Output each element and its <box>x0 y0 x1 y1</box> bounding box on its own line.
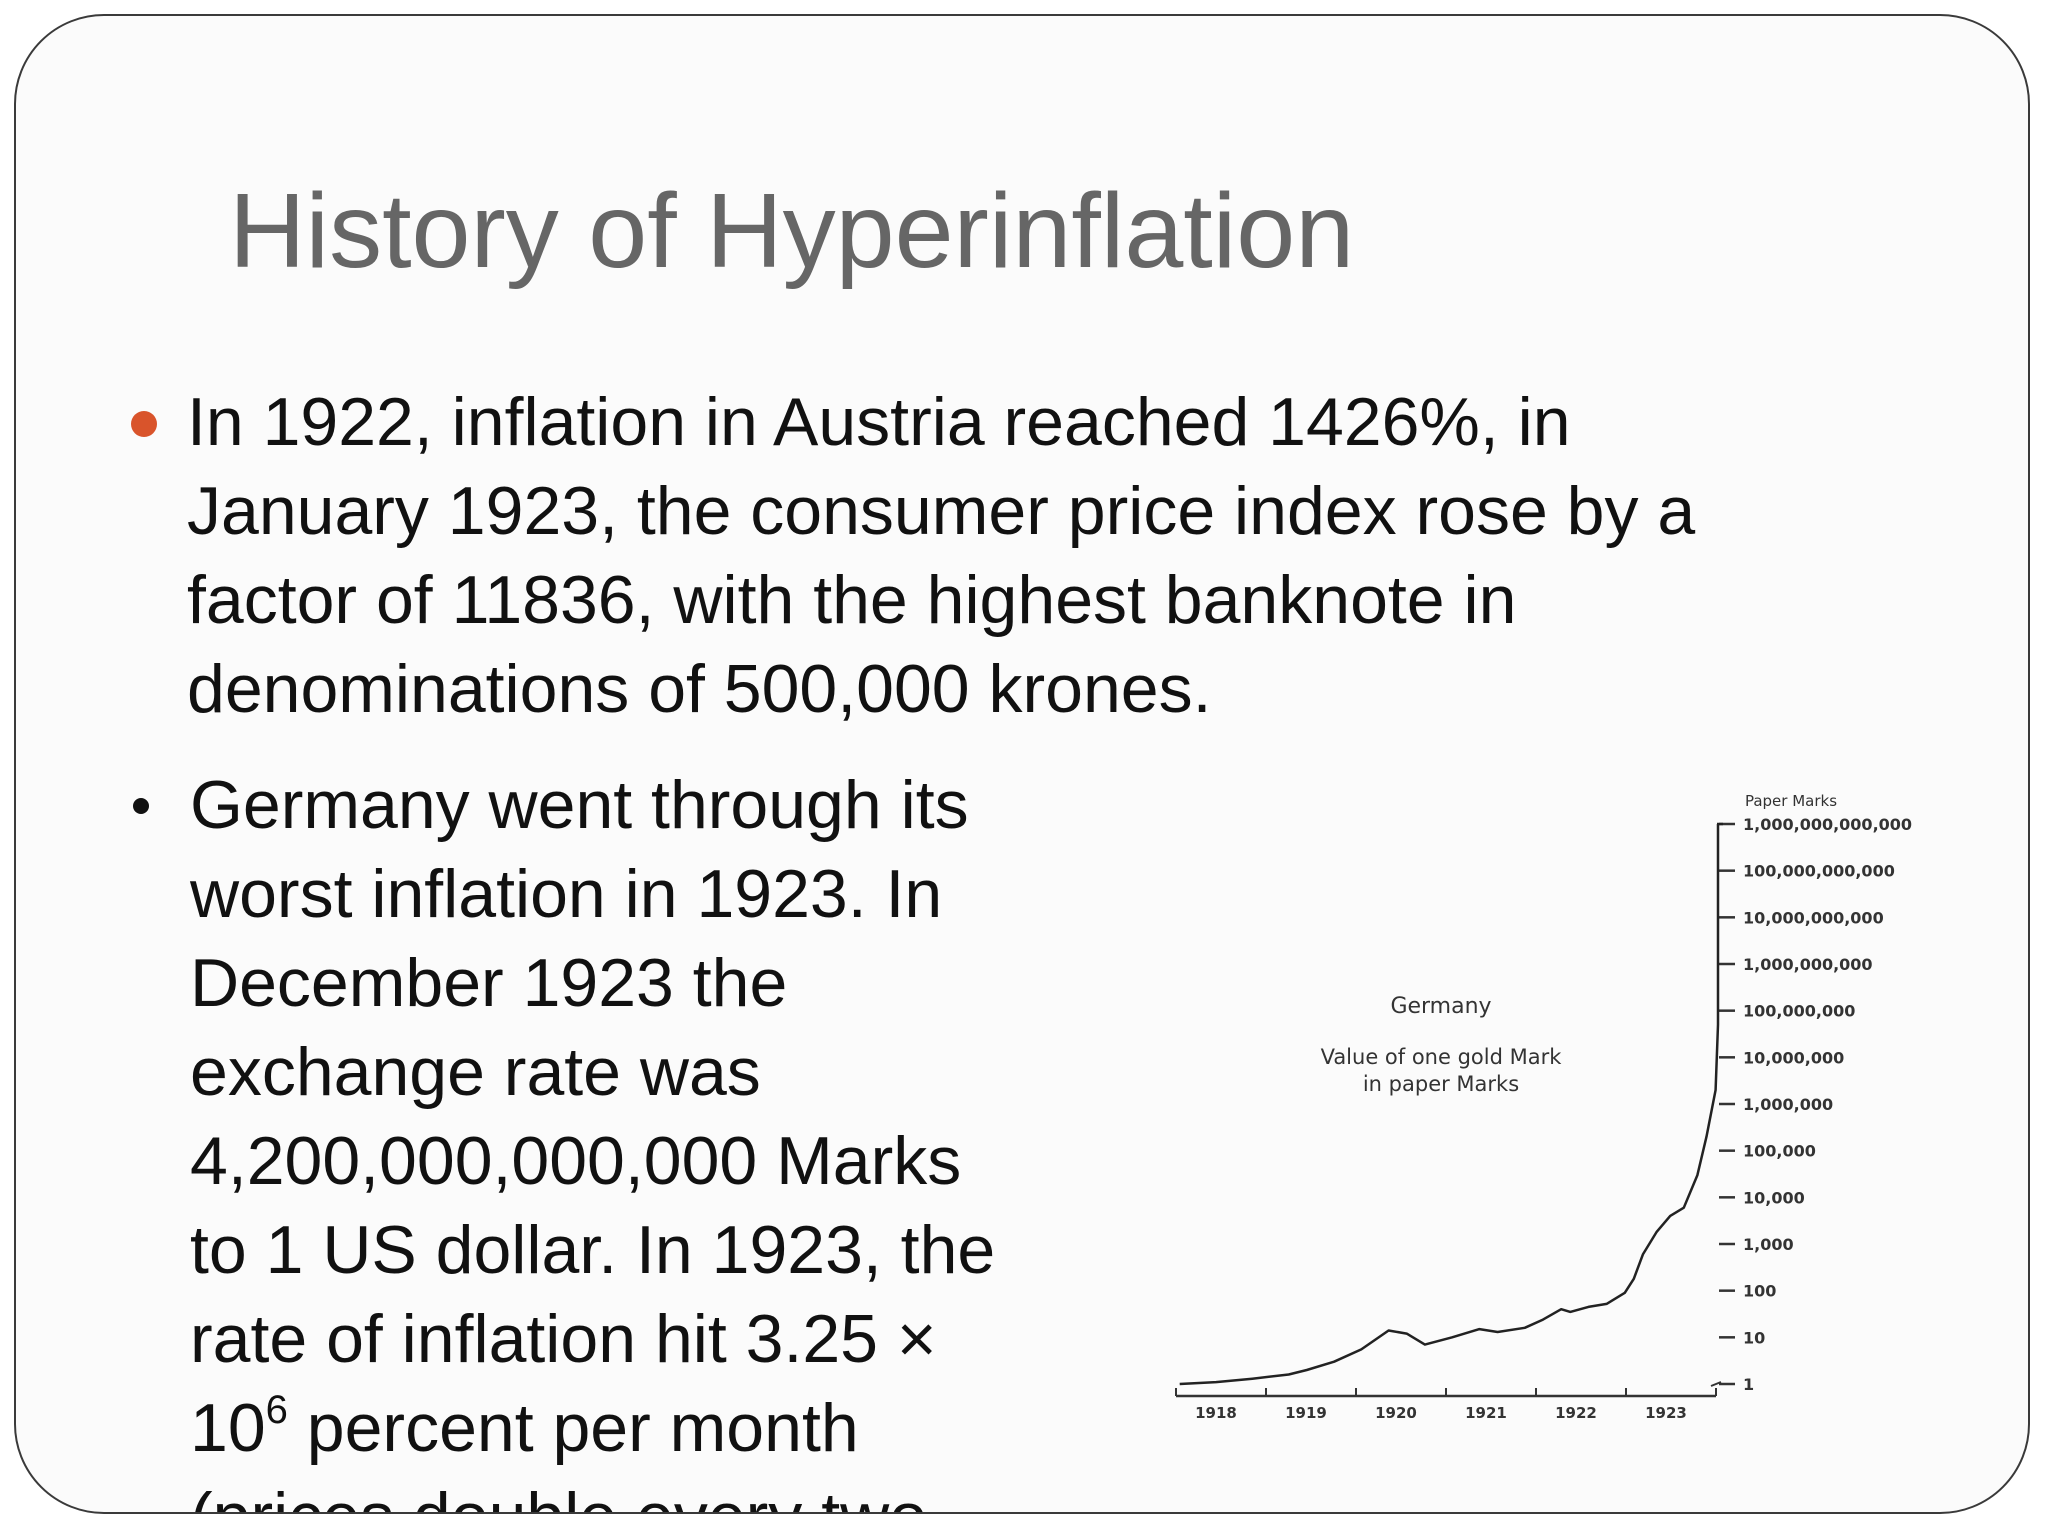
bullet-line: worst inflation in 1923. In <box>190 856 943 932</box>
bullet-line: 4,200,000,000,000 Marks <box>190 1123 962 1199</box>
bullet-line: In 1922, inflation in Austria reached 14… <box>187 384 1571 460</box>
bullet-austria: In 1922, inflation in Austria reached 14… <box>187 378 1887 734</box>
y-tick-label: 1,000 <box>1743 1235 1794 1254</box>
bullet-line: Germany went through its <box>190 767 969 843</box>
bullet-germany: Germany went through its worst inflation… <box>190 761 1110 1512</box>
y-tick-label: 1,000,000 <box>1743 1095 1833 1114</box>
x-tick-label: 1919 <box>1285 1404 1327 1422</box>
bullet-line-exponent: 106 percent per month <box>190 1384 1110 1473</box>
y-tick-label: 100,000,000 <box>1743 1002 1855 1021</box>
bullet-line: denominations of 500,000 krones. <box>187 651 1212 727</box>
bullet-line: January 1923, the consumer price index r… <box>187 473 1696 549</box>
y-tick-label: 10,000,000,000 <box>1743 908 1884 927</box>
bullet-line: to 1 US dollar. In 1923, the <box>190 1212 996 1288</box>
exp-rest: percent per month <box>287 1390 859 1466</box>
y-tick-label: 10,000 <box>1743 1188 1805 1207</box>
y-tick-label: 10,000,000 <box>1743 1048 1844 1067</box>
y-tick-label: 100,000,000,000 <box>1743 862 1895 881</box>
inflation-chart: Germany Value of one gold Mark in paper Ma… <box>1175 792 1912 1422</box>
bullet-line: exchange rate was <box>190 1034 761 1110</box>
exp-power: 6 <box>265 1388 288 1432</box>
series-line <box>1179 824 1720 1386</box>
y-tick-label: 100 <box>1743 1282 1776 1301</box>
chart-subtitle-line1: Value of one gold Mark <box>1321 1045 1563 1069</box>
bullet-dot-icon <box>131 411 157 437</box>
bullet-line: (prices double every two <box>190 1473 1110 1512</box>
y-tick-label: 100,000 <box>1743 1142 1816 1161</box>
y-tick-label: 1,000,000,000 <box>1743 955 1873 974</box>
slide: History of Hyperinflation In 1922, infla… <box>14 14 2030 1514</box>
chart-title: Germany <box>1390 994 1491 1019</box>
y-tick-label: 10 <box>1743 1328 1765 1347</box>
x-tick-label: 1921 <box>1465 1404 1507 1422</box>
x-tick-label: 1922 <box>1555 1404 1597 1422</box>
y-tick-label: 1,000,000,000,000 <box>1743 815 1912 834</box>
slide-title: History of Hyperinflation <box>229 172 1355 290</box>
x-tick-label: 1920 <box>1375 1404 1417 1422</box>
y-axis-label: Paper Marks <box>1745 792 1837 810</box>
axis-corner <box>1710 1381 1722 1387</box>
bullet-line: rate of inflation hit 3.25 × <box>190 1301 937 1377</box>
bullet-dot-icon <box>133 798 149 814</box>
x-tick-label: 1923 <box>1645 1404 1687 1422</box>
chart-subtitle-line2: in paper Marks <box>1363 1072 1519 1096</box>
bullet-line: factor of 11836, with the highest bankno… <box>187 562 1517 638</box>
y-tick-label: 1 <box>1743 1375 1754 1394</box>
bullet-line: December 1923 the <box>190 945 788 1021</box>
exp-base: 10 <box>190 1390 266 1466</box>
x-tick-label: 1918 <box>1195 1404 1237 1422</box>
